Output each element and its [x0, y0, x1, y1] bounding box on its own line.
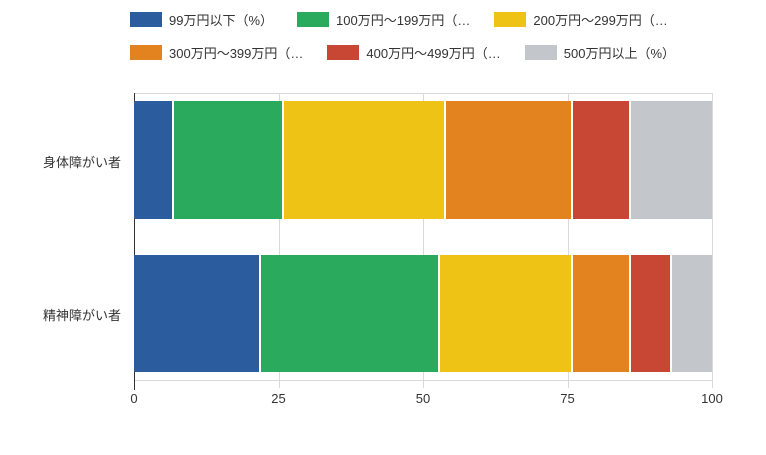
- bar-segment[interactable]: [174, 101, 285, 219]
- legend-swatch: [327, 45, 360, 60]
- bar-segment[interactable]: [261, 255, 441, 372]
- x-tick-label: 75: [560, 391, 575, 406]
- gridline: [712, 93, 713, 388]
- bar-segment[interactable]: [134, 255, 262, 372]
- x-tick-label: 50: [415, 391, 431, 406]
- gridline: [423, 93, 424, 388]
- gridline: [567, 93, 569, 388]
- legend-item[interactable]: 200万円～299万円（…: [494, 10, 668, 29]
- bar-segment[interactable]: [284, 101, 447, 219]
- bar-segment[interactable]: [671, 255, 712, 372]
- bar-segment[interactable]: [631, 255, 672, 372]
- legend-item[interactable]: 500万円以上（%）: [524, 43, 676, 62]
- y-axis-line: [134, 93, 135, 390]
- legend-item[interactable]: 300万円～399万円（…: [130, 43, 303, 62]
- legend-label: 300万円～399万円（…: [169, 46, 304, 61]
- bar-row: [134, 255, 712, 372]
- legend-label: 100万円～199万円（…: [336, 13, 471, 28]
- legend-item[interactable]: 400万円～499万円（…: [327, 43, 501, 62]
- x-axis: 0 25 50 75 100: [130, 391, 722, 411]
- bar-segment[interactable]: [573, 255, 632, 372]
- legend-item[interactable]: 99万円以下（%）: [130, 10, 273, 29]
- bar-segment[interactable]: [440, 255, 574, 372]
- plot-area: [134, 93, 713, 388]
- legend-swatch: [130, 12, 162, 27]
- legend-label: 99万円以下（%）: [169, 13, 274, 28]
- legend-swatch: [297, 12, 330, 27]
- y-category-label: 精神障がい者: [42, 308, 121, 323]
- x-tick-label: 25: [271, 391, 286, 406]
- legend-swatch: [130, 45, 162, 60]
- bar-segment[interactable]: [134, 101, 175, 219]
- legend-item[interactable]: 100万円～199万円（…: [297, 10, 470, 29]
- y-category-label: 身体障がい者: [42, 155, 121, 170]
- gridline: [278, 93, 280, 388]
- bar-segment[interactable]: [446, 101, 574, 219]
- legend-label: 400万円～499万円（…: [366, 46, 501, 61]
- legend-swatch: [524, 45, 557, 60]
- x-tick-label: 0: [130, 391, 138, 406]
- bar-segment[interactable]: [631, 101, 712, 219]
- legend-label: 500万円以上（%）: [563, 46, 676, 61]
- legend-swatch: [494, 12, 527, 27]
- legend-label: 200万円～299万円（…: [533, 13, 668, 28]
- bar-segment[interactable]: [573, 101, 632, 219]
- x-tick-label: 100: [701, 391, 723, 406]
- bar-row: [134, 101, 712, 219]
- legend: 99万円以下（%） 100万円～199万円（… 200万円～299万円（… 300万円…: [130, 10, 762, 62]
